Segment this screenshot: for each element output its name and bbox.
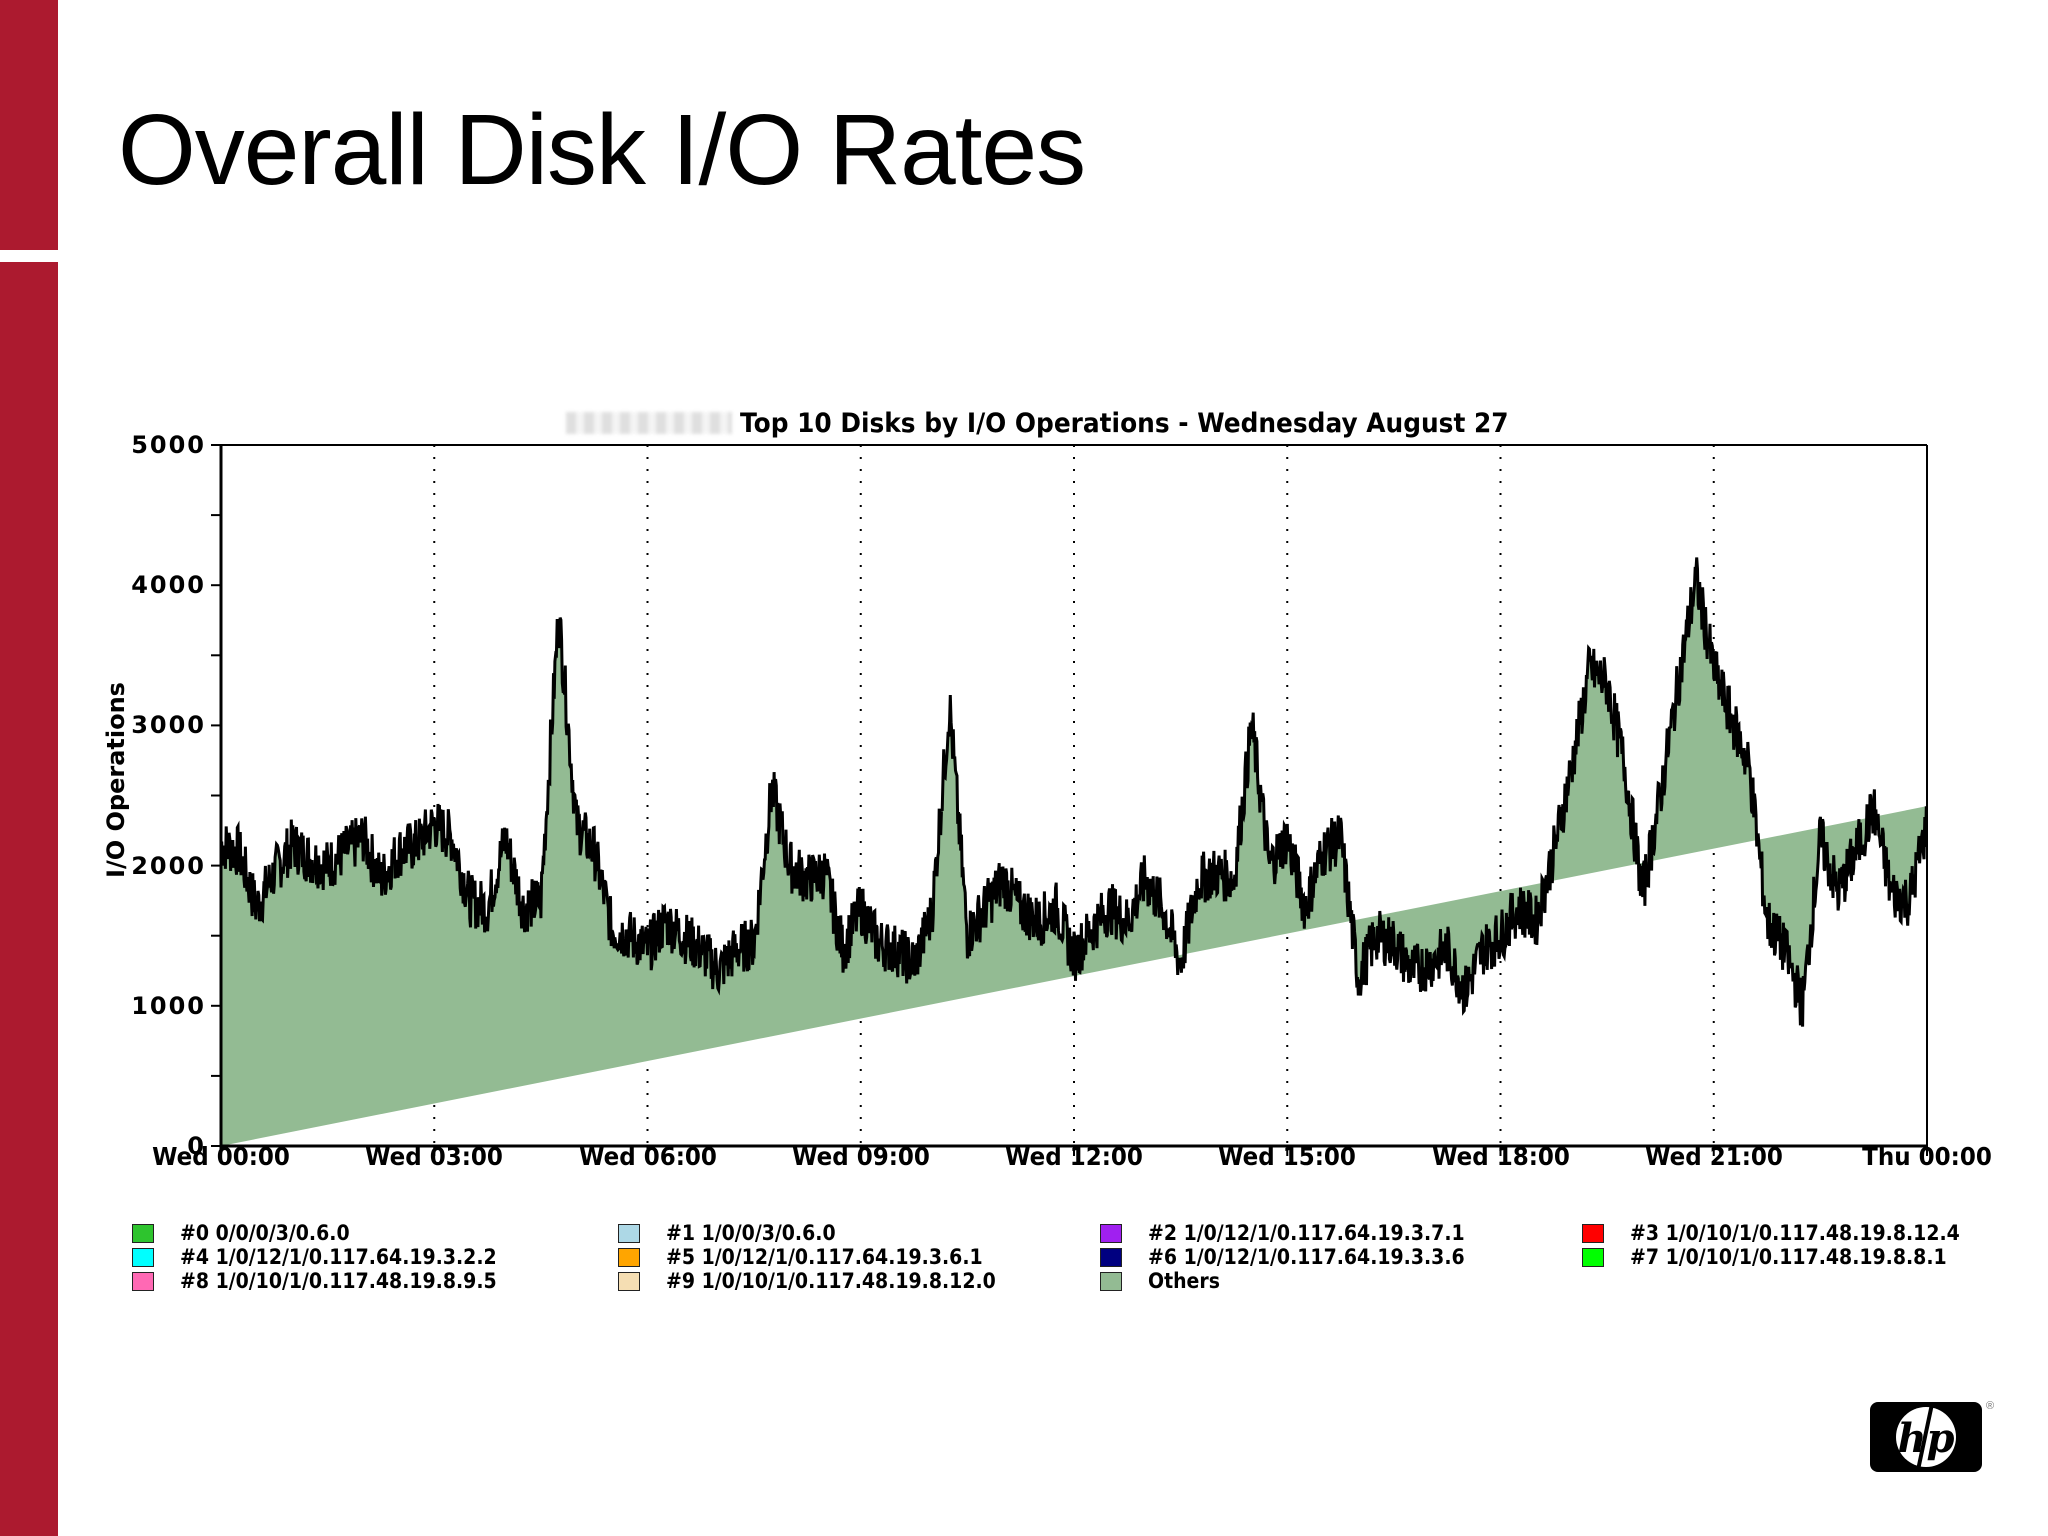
y-tick-label: 3000: [131, 711, 206, 740]
legend-swatch-icon: [1100, 1271, 1122, 1291]
slide-title: Overall Disk I/O Rates: [118, 94, 1086, 206]
legend-swatch-icon: [132, 1223, 154, 1243]
legend-item: #5 1/0/12/1/0.117.64.19.3.6.1: [618, 1245, 1018, 1269]
legend-item: #1 1/0/0/3/0.6.0: [618, 1221, 854, 1245]
legend-swatch-icon: [1582, 1223, 1604, 1243]
legend-swatch-icon: [618, 1247, 640, 1267]
legend-item: #4 1/0/12/1/0.117.64.19.3.2.2: [132, 1245, 532, 1269]
legend-label: Others: [1148, 1269, 1220, 1293]
obscured-hostname: [566, 412, 732, 434]
chart-legend: #0 0/0/0/3/0.6.0 #1 1/0/0/3/0.6.0 #2 1/0/1…: [132, 1221, 2032, 1302]
legend-item: #8 1/0/10/1/0.117.48.19.8.9.5: [132, 1269, 532, 1293]
legend-label: #2 1/0/12/1/0.117.64.19.3.7.1: [1148, 1221, 1465, 1245]
legend-label: #4 1/0/12/1/0.117.64.19.3.2.2: [180, 1245, 497, 1269]
legend-item: #3 1/0/10/1/0.117.48.19.8.12.4: [1582, 1221, 1996, 1245]
legend-label: #3 1/0/10/1/0.117.48.19.8.12.4: [1630, 1221, 1960, 1245]
legend-item: #2 1/0/12/1/0.117.64.19.3.7.1: [1100, 1221, 1500, 1245]
legend-label: #7 1/0/10/1/0.117.48.19.8.8.1: [1630, 1245, 1947, 1269]
legend-swatch-icon: [618, 1223, 640, 1243]
registered-mark: ®: [1986, 1400, 1995, 1412]
brand-sidebar-bottom: [0, 262, 58, 1536]
legend-swatch-icon: [132, 1247, 154, 1267]
legend-swatch-icon: [1582, 1247, 1604, 1267]
legend-label: #9 1/0/10/1/0.117.48.19.8.12.0: [666, 1269, 996, 1293]
legend-swatch-icon: [618, 1271, 640, 1291]
brand-sidebar-top: [0, 0, 58, 250]
y-tick-label: 2000: [131, 851, 206, 880]
legend-item: Others: [1100, 1269, 1228, 1293]
legend-label: #6 1/0/12/1/0.117.64.19.3.3.6: [1148, 1245, 1465, 1269]
legend-item: #0 0/0/0/3/0.6.0: [132, 1221, 368, 1245]
legend-label: #5 1/0/12/1/0.117.64.19.3.6.1: [666, 1245, 983, 1269]
y-tick-label: 1000: [131, 991, 206, 1020]
legend-item: #6 1/0/12/1/0.117.64.19.3.3.6: [1100, 1245, 1500, 1269]
legend-swatch-icon: [1100, 1223, 1122, 1243]
legend-swatch-icon: [1100, 1247, 1122, 1267]
y-tick-label: 5000: [131, 431, 206, 459]
legend-label: #0 0/0/0/3/0.6.0: [180, 1221, 350, 1245]
chart-title: Top 10 Disks by I/O Operations - Wednesd…: [740, 408, 1509, 439]
legend-label: #8 1/0/10/1/0.117.48.19.8.9.5: [180, 1269, 497, 1293]
legend-item: #9 1/0/10/1/0.117.48.19.8.12.0: [618, 1269, 1032, 1293]
y-tick-label: 0: [187, 1132, 206, 1160]
hp-logo-icon: hp: [1870, 1402, 1982, 1472]
y-tick-label: 4000: [131, 571, 206, 600]
legend-swatch-icon: [132, 1271, 154, 1291]
legend-item: #7 1/0/10/1/0.117.48.19.8.8.1: [1582, 1245, 1982, 1269]
others-area: [221, 557, 1927, 1146]
legend-label: #1 1/0/0/3/0.6.0: [666, 1221, 836, 1245]
